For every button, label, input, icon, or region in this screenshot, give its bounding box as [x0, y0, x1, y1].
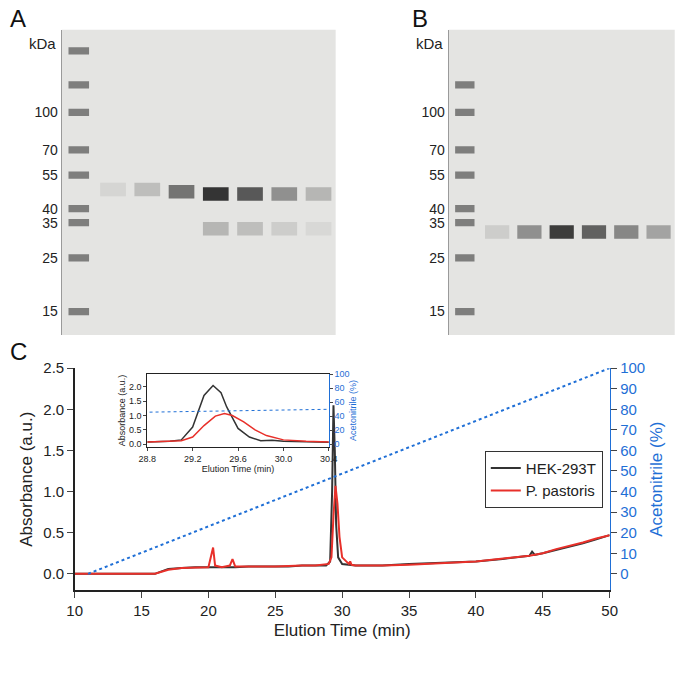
svg-text:15: 15	[42, 303, 58, 319]
svg-text:15: 15	[429, 303, 445, 319]
svg-text:0.5: 0.5	[43, 524, 64, 541]
svg-text:70: 70	[429, 142, 445, 158]
svg-text:Acetonitrile (%): Acetonitrile (%)	[647, 422, 666, 537]
svg-text:25: 25	[429, 250, 445, 266]
svg-text:70: 70	[620, 421, 637, 438]
svg-text:Absorbance (a.u.): Absorbance (a.u.)	[17, 412, 36, 547]
svg-text:50: 50	[620, 462, 637, 479]
svg-text:90: 90	[620, 380, 637, 397]
svg-text:40: 40	[620, 483, 637, 500]
svg-text:0.0: 0.0	[129, 439, 142, 449]
svg-text:60: 60	[620, 442, 637, 459]
svg-text:0.0: 0.0	[43, 565, 64, 582]
svg-text:Acetonitrile (%): Acetonitrile (%)	[348, 380, 358, 441]
svg-text:1.5: 1.5	[129, 396, 142, 406]
svg-text:30: 30	[334, 602, 351, 619]
svg-text:2.0: 2.0	[129, 382, 142, 392]
svg-text:29.6: 29.6	[229, 454, 247, 464]
svg-text:1.0: 1.0	[43, 483, 64, 500]
svg-text:Elution Time (min): Elution Time (min)	[202, 464, 275, 474]
svg-text:HEK-293T: HEK-293T	[526, 460, 596, 477]
svg-text:1.5: 1.5	[43, 442, 64, 459]
svg-text:kDa: kDa	[29, 35, 56, 52]
svg-text:10: 10	[620, 545, 637, 562]
svg-text:28.8: 28.8	[139, 454, 157, 464]
svg-text:30.0: 30.0	[275, 454, 293, 464]
svg-text:50: 50	[601, 602, 618, 619]
svg-text:45: 45	[534, 602, 551, 619]
svg-text:C: C	[10, 338, 27, 365]
svg-text:20: 20	[200, 602, 217, 619]
svg-text:100: 100	[34, 104, 58, 120]
svg-text:1.0: 1.0	[129, 411, 142, 421]
svg-text:10: 10	[66, 602, 83, 619]
svg-text:100: 100	[335, 369, 350, 379]
svg-text:40: 40	[42, 201, 58, 217]
svg-text:35: 35	[429, 215, 445, 231]
svg-text:0.5: 0.5	[129, 425, 142, 435]
svg-text:A: A	[10, 5, 26, 32]
svg-text:100: 100	[422, 104, 446, 120]
svg-text:55: 55	[429, 167, 445, 183]
svg-text:100: 100	[620, 359, 645, 376]
svg-text:2.0: 2.0	[43, 401, 64, 418]
svg-text:40: 40	[335, 411, 345, 421]
svg-text:40: 40	[429, 201, 445, 217]
svg-text:kDa: kDa	[416, 35, 443, 52]
svg-text:70: 70	[42, 142, 58, 158]
svg-text:30: 30	[620, 503, 637, 520]
svg-text:80: 80	[620, 401, 637, 418]
svg-text:20: 20	[335, 425, 345, 435]
svg-text:40: 40	[468, 602, 485, 619]
svg-text:0: 0	[620, 565, 628, 582]
svg-text:Elution Time (min): Elution Time (min)	[274, 621, 411, 640]
svg-text:29.2: 29.2	[184, 454, 202, 464]
svg-text:35: 35	[401, 602, 418, 619]
svg-text:25: 25	[42, 250, 58, 266]
svg-text:25: 25	[267, 602, 284, 619]
svg-text:80: 80	[335, 383, 345, 393]
svg-text:35: 35	[42, 215, 58, 231]
svg-text:B: B	[412, 5, 428, 32]
svg-text:55: 55	[42, 167, 58, 183]
svg-text:Absorbance (a.u.): Absorbance (a.u.)	[117, 375, 127, 447]
svg-text:30.4: 30.4	[320, 454, 338, 464]
svg-text:20: 20	[620, 524, 637, 541]
svg-text:15: 15	[133, 602, 150, 619]
svg-text:2.5: 2.5	[43, 359, 64, 376]
svg-text:0: 0	[335, 439, 340, 449]
svg-text:60: 60	[335, 397, 345, 407]
svg-text:P. pastoris: P. pastoris	[526, 482, 595, 499]
